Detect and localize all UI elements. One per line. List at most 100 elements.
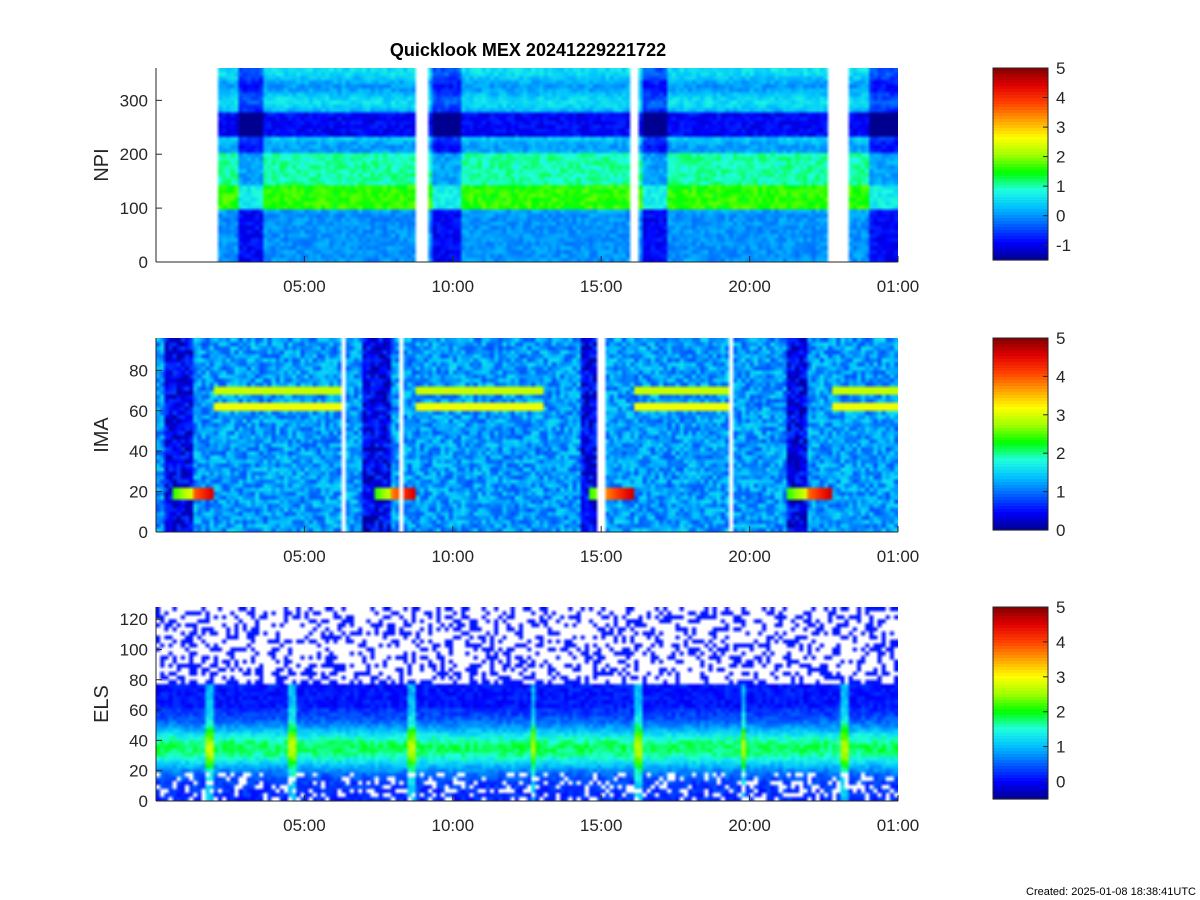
colorbar-swatch xyxy=(993,664,1048,668)
colorbar-tick-label: 3 xyxy=(1056,406,1065,425)
x-tick-label: 10:00 xyxy=(432,277,475,296)
colorbar-tick-label: 1 xyxy=(1056,177,1065,196)
colorbar-swatch xyxy=(993,173,1048,177)
colorbar-swatch xyxy=(993,74,1048,78)
colorbar-swatch xyxy=(993,161,1048,165)
colorbar-swatch xyxy=(993,440,1048,444)
colorbar-swatch xyxy=(993,401,1048,405)
colorbar-swatch xyxy=(993,107,1048,111)
y-tick-label: 200 xyxy=(120,145,148,164)
colorbar-swatch xyxy=(993,167,1048,171)
figure-title: Quicklook MEX 20241229221722 xyxy=(390,40,666,60)
colorbar-swatch xyxy=(993,781,1048,785)
colorbar-swatch xyxy=(993,434,1048,438)
colorbar-swatch xyxy=(993,500,1048,504)
colorbar-swatch xyxy=(993,491,1048,495)
colorbar-swatch xyxy=(993,206,1048,210)
y-tick-label: 100 xyxy=(120,199,148,218)
colorbar-swatch xyxy=(993,425,1048,429)
colorbar-swatch xyxy=(993,658,1048,662)
x-tick-label: 20:00 xyxy=(728,816,771,835)
colorbar-swatch xyxy=(993,242,1048,246)
colorbar-swatch xyxy=(993,344,1048,348)
colorbar-swatch xyxy=(993,760,1048,764)
colorbar-tick-label: 4 xyxy=(1056,89,1065,108)
colorbar-swatch xyxy=(993,92,1048,96)
colorbar-swatch xyxy=(993,787,1048,791)
x-tick-label: 05:00 xyxy=(283,547,326,566)
colorbar-swatch xyxy=(993,727,1048,731)
colorbar-swatch xyxy=(993,697,1048,701)
colorbar-swatch xyxy=(993,622,1048,626)
colorbar-swatch xyxy=(993,631,1048,635)
npi-panel: 0 100 200 300 05:00 10:00 15:00 20:00 01:00 NPI -1… xyxy=(91,59,1071,296)
colorbar-swatch xyxy=(993,784,1048,788)
els-heatmap xyxy=(156,607,898,801)
ima-heatmap xyxy=(156,338,898,532)
colorbar-swatch xyxy=(993,793,1048,797)
colorbar-tick-label: 0 xyxy=(1056,207,1065,226)
colorbar-swatch xyxy=(993,149,1048,153)
colorbar-swatch xyxy=(993,125,1048,129)
colorbar-swatch xyxy=(993,637,1048,641)
colorbar-swatch xyxy=(993,661,1048,665)
colorbar-swatch xyxy=(993,673,1048,677)
colorbar-swatch xyxy=(993,721,1048,725)
x-tick-label: 01:00 xyxy=(877,547,920,566)
colorbar-tick-label: 0 xyxy=(1056,521,1065,540)
colorbar-swatch xyxy=(993,796,1048,800)
colorbar-tick-label: 4 xyxy=(1056,367,1065,386)
x-tick-label: 15:00 xyxy=(580,277,623,296)
colorbar-swatch xyxy=(993,239,1048,243)
colorbar-swatch xyxy=(993,368,1048,372)
colorbar-swatch xyxy=(993,685,1048,689)
colorbar-tick-label: 1 xyxy=(1056,738,1065,757)
colorbar-swatch xyxy=(993,233,1048,237)
colorbar-swatch xyxy=(993,137,1048,141)
colorbar-swatch xyxy=(993,179,1048,183)
colorbar-swatch xyxy=(993,739,1048,743)
colorbar-swatch xyxy=(993,527,1048,531)
colorbar-swatch xyxy=(993,775,1048,779)
colorbar-frame xyxy=(992,606,1049,800)
colorbar-swatch xyxy=(993,736,1048,740)
colorbar-swatch xyxy=(993,754,1048,758)
colorbar-swatch xyxy=(993,359,1048,363)
colorbar-swatch xyxy=(993,518,1048,522)
colorbar-swatch xyxy=(993,506,1048,510)
colorbar-swatch xyxy=(993,218,1048,222)
colorbar-frame xyxy=(992,67,1049,261)
colorbar-swatch xyxy=(993,188,1048,192)
colorbar-swatch xyxy=(993,619,1048,623)
colorbar-swatch xyxy=(993,512,1048,516)
colorbar-swatch xyxy=(993,386,1048,390)
y-tick-label: 60 xyxy=(129,402,148,421)
colorbar-swatch xyxy=(993,763,1048,767)
x-tick-label: 10:00 xyxy=(432,816,475,835)
colorbar-swatch xyxy=(993,191,1048,195)
colorbar-swatch xyxy=(993,89,1048,93)
colorbar-swatch xyxy=(993,413,1048,417)
colorbar-swatch xyxy=(993,146,1048,150)
colorbar-swatch xyxy=(993,607,1048,611)
colorbar-swatch xyxy=(993,185,1048,189)
colorbar-swatch xyxy=(993,419,1048,423)
colorbar-tick-label: 2 xyxy=(1056,444,1065,463)
colorbar-swatch xyxy=(993,769,1048,773)
colorbar-swatch xyxy=(993,670,1048,674)
colorbar-swatch xyxy=(993,476,1048,480)
x-tick-label: 01:00 xyxy=(877,816,920,835)
y-tick-label: 120 xyxy=(120,610,148,629)
x-tick-label: 05:00 xyxy=(283,277,326,296)
colorbar-swatch xyxy=(993,377,1048,381)
colorbar-swatch xyxy=(993,362,1048,366)
colorbar-swatch xyxy=(993,83,1048,87)
colorbar-swatch xyxy=(993,610,1048,614)
colorbar-swatch xyxy=(993,203,1048,207)
colorbar-swatch xyxy=(993,679,1048,683)
y-tick-label: 0 xyxy=(139,253,148,272)
colorbar-swatch xyxy=(993,682,1048,686)
colorbar-swatch xyxy=(993,431,1048,435)
colorbar-swatch xyxy=(993,143,1048,147)
colorbar-tick-label: -1 xyxy=(1056,236,1071,255)
